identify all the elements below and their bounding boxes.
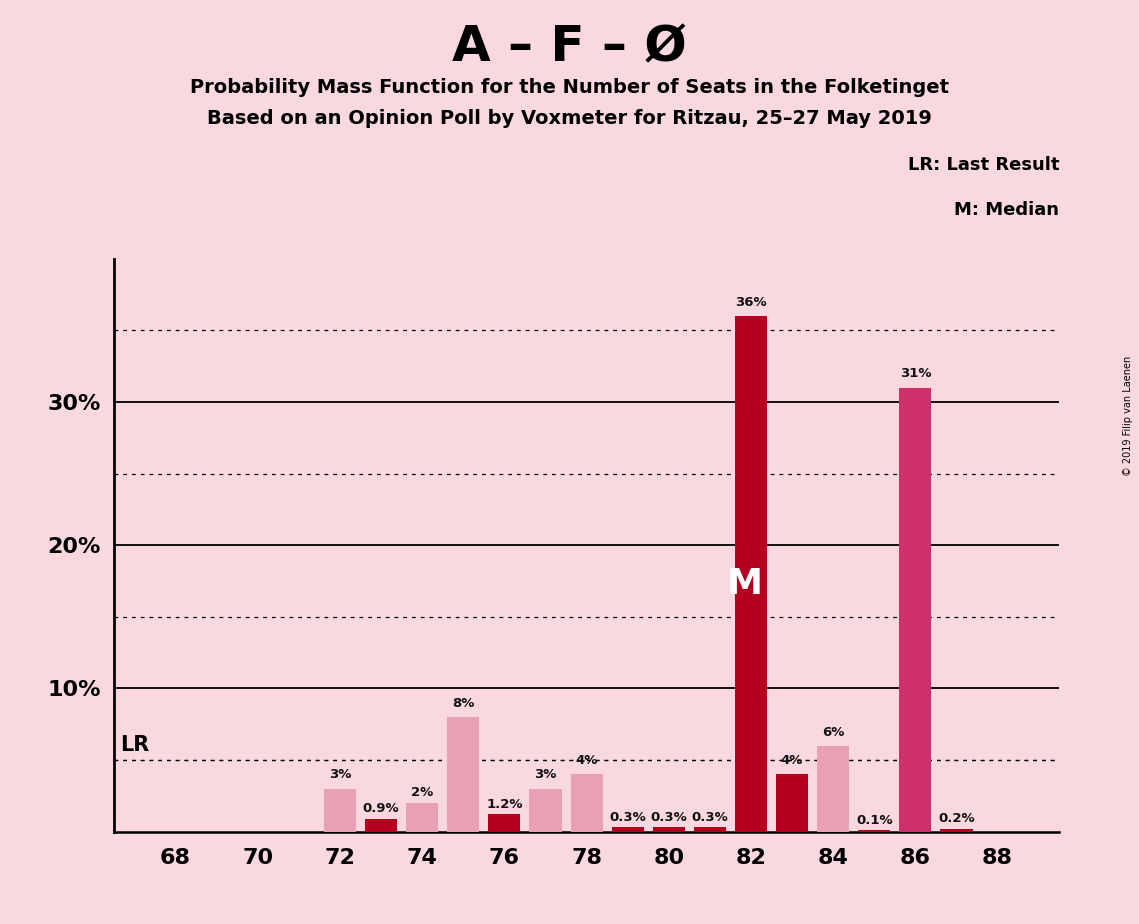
Text: 4%: 4% [575, 754, 598, 767]
Text: 31%: 31% [900, 368, 932, 381]
Bar [859, 830, 891, 832]
Text: 0.1%: 0.1% [857, 814, 893, 827]
Text: 36%: 36% [735, 296, 767, 309]
Text: 0.3%: 0.3% [650, 810, 687, 823]
Text: 3%: 3% [534, 769, 557, 782]
Text: 0.2%: 0.2% [939, 812, 975, 825]
Text: M: M [727, 567, 763, 602]
Bar [735, 316, 767, 832]
Text: 8%: 8% [452, 697, 475, 710]
Text: 0.3%: 0.3% [609, 810, 646, 823]
Bar [900, 388, 932, 832]
Bar [323, 788, 357, 832]
Text: Based on an Opinion Poll by Voxmeter for Ritzau, 25–27 May 2019: Based on an Opinion Poll by Voxmeter for… [207, 109, 932, 128]
Text: 0.9%: 0.9% [362, 802, 400, 815]
Text: 6%: 6% [822, 725, 844, 738]
Text: 3%: 3% [329, 769, 351, 782]
Bar [448, 717, 480, 832]
Text: © 2019 Filip van Laenen: © 2019 Filip van Laenen [1123, 356, 1133, 476]
Bar [941, 829, 973, 832]
Text: 1.2%: 1.2% [486, 797, 523, 811]
Bar [694, 827, 726, 832]
Text: 2%: 2% [411, 786, 433, 799]
Bar [653, 827, 685, 832]
Bar [489, 814, 521, 832]
Text: LR: LR [120, 735, 149, 755]
Bar [407, 803, 439, 832]
Text: M: Median: M: Median [954, 201, 1059, 219]
Bar [776, 774, 809, 832]
Bar [571, 774, 603, 832]
Text: Probability Mass Function for the Number of Seats in the Folketinget: Probability Mass Function for the Number… [190, 78, 949, 97]
Text: 4%: 4% [781, 754, 803, 767]
Bar [364, 819, 398, 832]
Bar [612, 827, 644, 832]
Bar [817, 746, 850, 832]
Text: LR: Last Result: LR: Last Result [908, 155, 1059, 174]
Bar [530, 788, 562, 832]
Text: A – F – Ø: A – F – Ø [452, 23, 687, 71]
Text: 0.3%: 0.3% [691, 810, 728, 823]
